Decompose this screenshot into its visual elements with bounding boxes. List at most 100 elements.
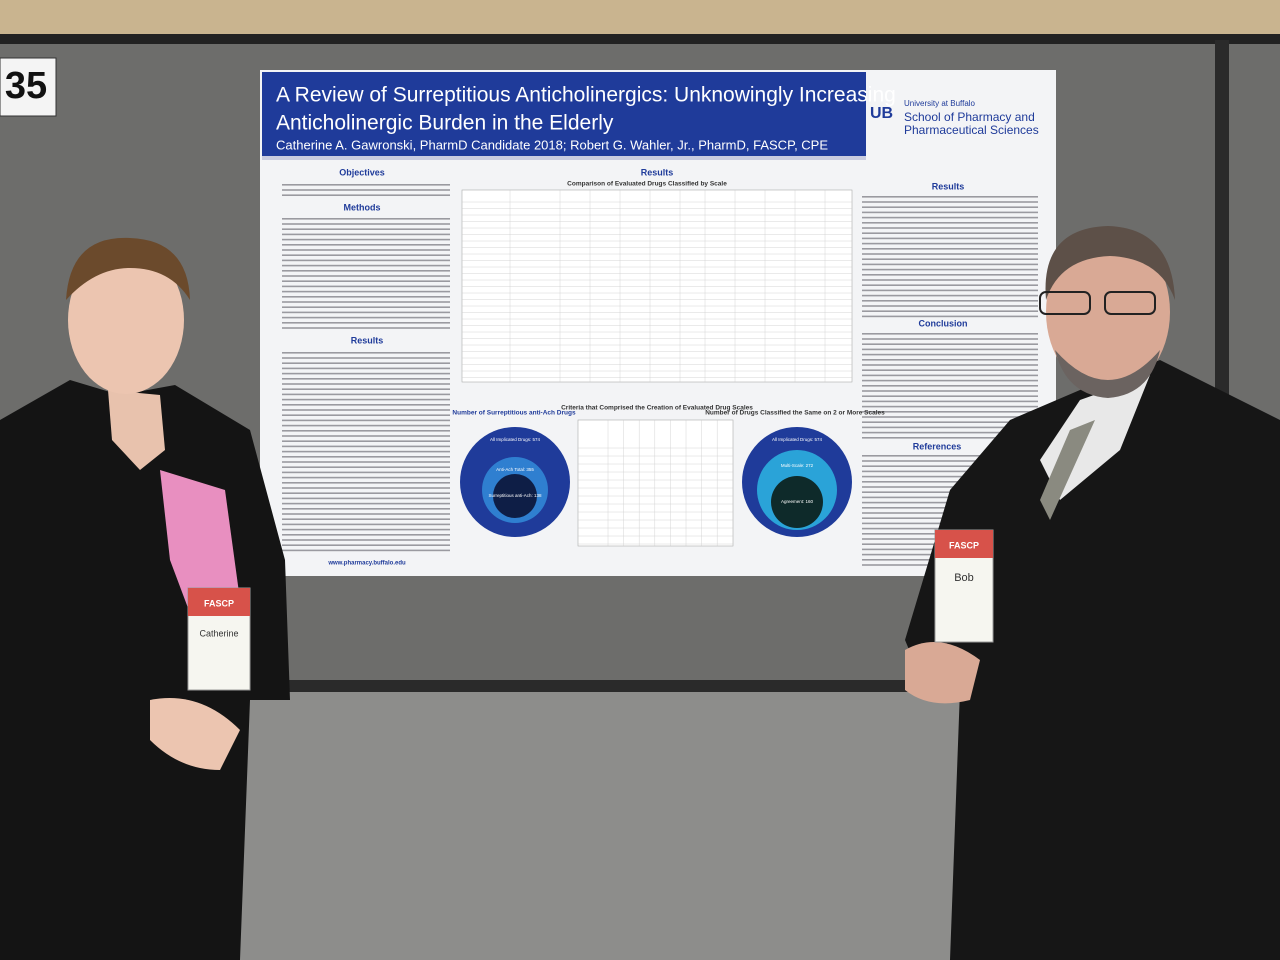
text-line [862, 390, 1038, 392]
text-line [862, 216, 1038, 219]
text-line [282, 450, 450, 453]
text-line [282, 290, 450, 293]
text-line [862, 315, 1038, 318]
circle-label: Multi-Scale: 272 [781, 463, 814, 468]
text-line [862, 289, 1038, 292]
text-line [862, 268, 1038, 271]
text-line [862, 294, 1038, 297]
wall [0, 0, 1280, 40]
text-line [282, 476, 450, 479]
text-line [282, 523, 450, 526]
text-line [862, 196, 1038, 198]
text-line [282, 270, 450, 272]
text-line [282, 218, 450, 220]
text-line [282, 327, 450, 329]
text-line [862, 348, 1038, 351]
badge-org: FASCP [204, 598, 234, 608]
text-line [862, 374, 1038, 377]
text-line [862, 411, 1038, 413]
text-line [282, 534, 450, 536]
text-line [282, 228, 450, 230]
text-line [862, 405, 1038, 408]
text-line [282, 466, 450, 468]
badge-org: FASCP [949, 540, 979, 550]
circle-inner [493, 474, 537, 518]
logo-text: Pharmaceutical Sciences [904, 123, 1039, 137]
logo-text: University at Buffalo [904, 99, 976, 108]
section-heading: Results [351, 335, 384, 345]
person-left: FASCP Catherine [0, 237, 290, 960]
text-line [862, 222, 1038, 224]
text-line [862, 400, 1038, 403]
text-line [862, 379, 1038, 382]
text-line [282, 544, 450, 546]
text-line [282, 393, 450, 396]
text-line [862, 421, 1038, 423]
text-line [282, 249, 450, 251]
text-line [282, 424, 450, 427]
text-line [282, 513, 450, 515]
text-line [862, 237, 1038, 240]
circle-label: Surreptitious anti-Ach: 138 [488, 493, 542, 498]
text-line [282, 471, 450, 474]
text-line [862, 206, 1038, 208]
text-line [862, 460, 1038, 462]
text-line [862, 227, 1038, 229]
circle-label: All Implicated Drugs: 574 [772, 437, 823, 442]
text-line [282, 233, 450, 236]
text-line [282, 301, 450, 303]
text-line [862, 253, 1038, 255]
text-line [862, 437, 1038, 439]
text-line [282, 378, 450, 380]
logo-text: School of Pharmacy and [904, 110, 1035, 124]
text-line [862, 475, 1038, 478]
text-line [862, 426, 1038, 429]
poster: A Review of Surreptitious Anticholinergi… [260, 70, 1056, 576]
text-line [282, 482, 450, 484]
text-line [282, 372, 450, 375]
text-line [282, 440, 450, 442]
text-line [862, 369, 1038, 371]
text-line [282, 414, 450, 416]
text-line [282, 296, 450, 298]
text-line [282, 430, 450, 432]
text-line [862, 263, 1038, 266]
text-line [862, 385, 1038, 387]
section-heading: References [913, 441, 962, 451]
circle-label: All Implicated Drugs: 574 [490, 437, 541, 442]
text-line [862, 274, 1038, 276]
board-frame [0, 34, 1280, 46]
person-right: FASCP Bob [905, 226, 1280, 960]
text-line [282, 357, 450, 359]
body-text [282, 184, 1038, 566]
text-line [282, 367, 450, 370]
text-line [862, 431, 1038, 434]
text-line [282, 223, 450, 225]
text-line [282, 445, 450, 448]
text-line [862, 279, 1038, 281]
text-line [862, 416, 1038, 418]
text-line [862, 338, 1038, 340]
text-line [282, 322, 450, 324]
poster-url: www.pharmacy.buffalo.edu [327, 561, 406, 567]
text-line [282, 362, 450, 364]
text-line [282, 189, 450, 191]
text-line [282, 497, 450, 500]
text-line [862, 232, 1038, 234]
text-line [282, 419, 450, 422]
text-line [282, 306, 450, 308]
text-line [282, 539, 450, 541]
text-line [862, 353, 1038, 356]
table-frame [577, 419, 734, 547]
text-line [862, 395, 1038, 397]
text-line [862, 481, 1038, 483]
text-line [862, 284, 1038, 286]
header-rule [262, 156, 866, 160]
circle-label: Anti-Ach Total: 355 [496, 467, 534, 472]
criteria-table [577, 419, 734, 547]
text-line [282, 435, 450, 437]
text-line [862, 470, 1038, 473]
section-heading: Methods [344, 202, 381, 212]
text-line [282, 316, 450, 319]
